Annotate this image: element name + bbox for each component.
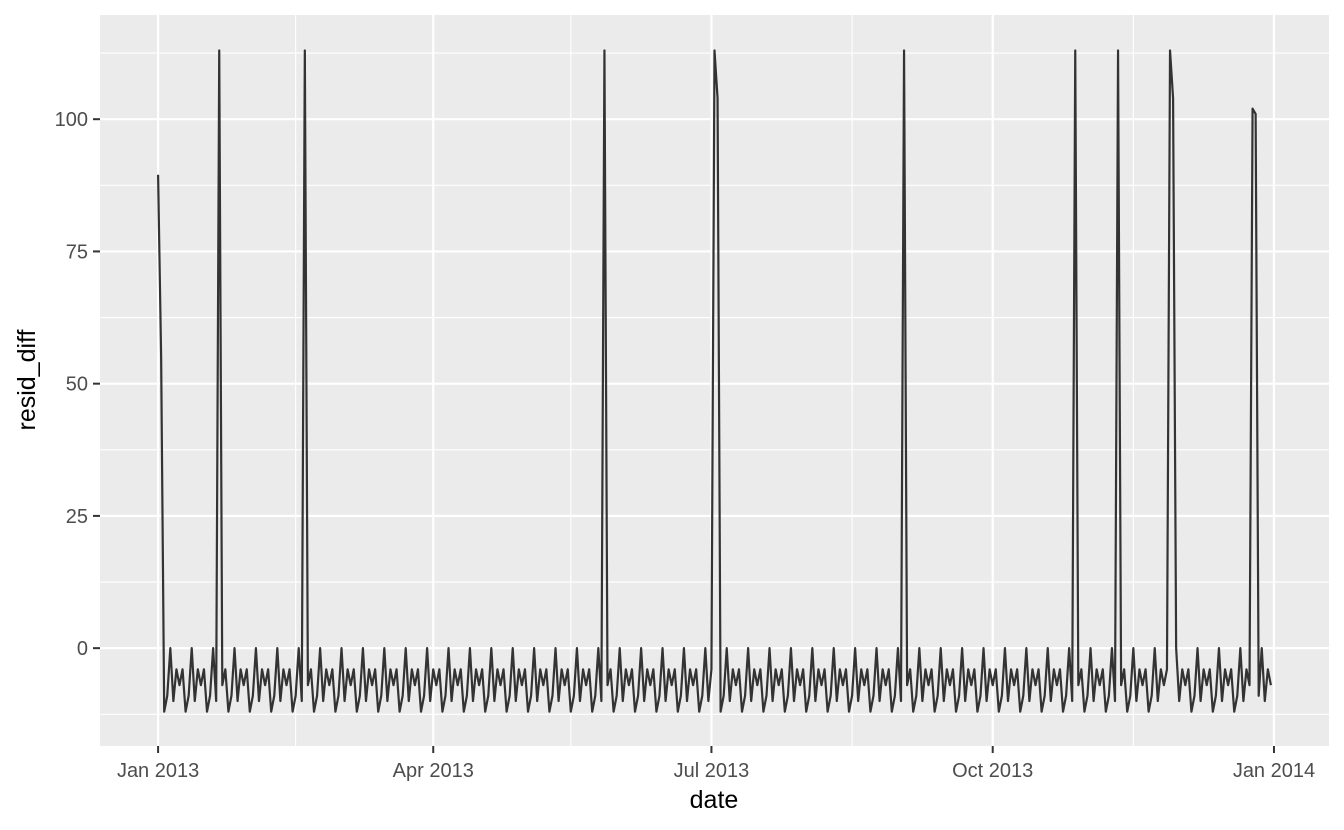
series-layer [156, 49, 1272, 713]
y-tick-label: 75 [66, 241, 88, 263]
y-axis: 0 25 50 75 100 [55, 109, 100, 660]
x-tick-label: Jan 2014 [1233, 760, 1315, 782]
y-tick-label: 25 [66, 506, 88, 528]
x-axis-title: date [690, 786, 739, 814]
x-tick-label: Apr 2013 [393, 760, 474, 782]
y-tick-label: 0 [77, 638, 88, 660]
y-tick-label: 100 [55, 109, 88, 131]
x-tick-label: Oct 2013 [952, 760, 1033, 782]
x-tick-label: Jan 2013 [117, 760, 199, 782]
x-axis: Jan 2013 Apr 2013 Jul 2013 Oct 2013 Jan 2014 [117, 746, 1315, 782]
series-line [156, 49, 1272, 713]
y-axis-title: resid_diff [13, 329, 41, 430]
x-tick-label: Jul 2013 [674, 760, 750, 782]
y-tick-label: 50 [66, 374, 88, 396]
